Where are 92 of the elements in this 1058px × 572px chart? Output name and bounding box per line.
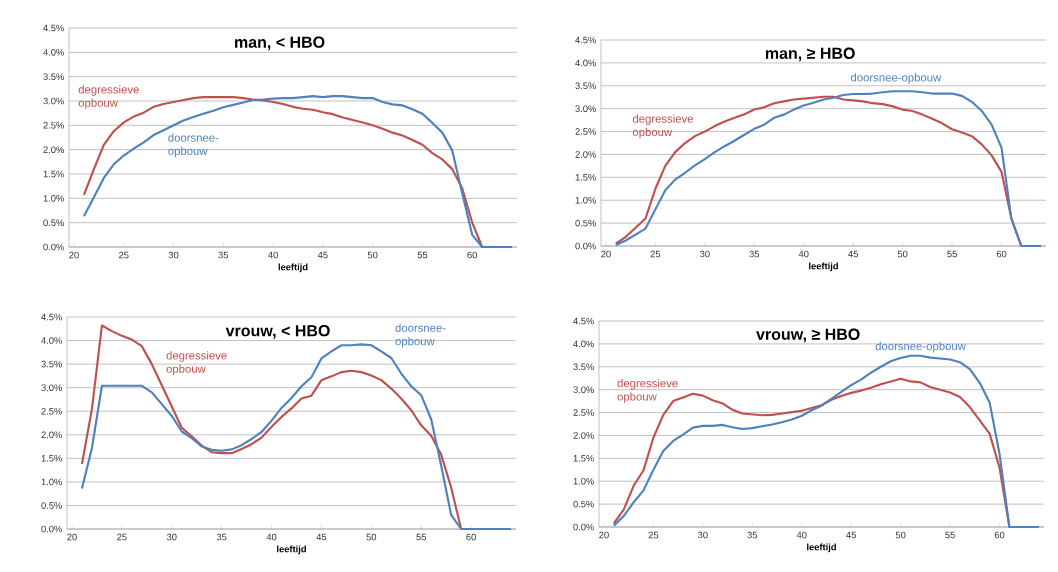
x-tick-label: 25	[117, 533, 127, 541]
y-tick-label: 2.0%	[43, 146, 64, 153]
x-tick-label: 55	[945, 531, 955, 539]
x-tick-label: 55	[947, 250, 957, 258]
y-tick-label: 3.5%	[575, 82, 596, 90]
series-label: degressieve opbouw	[166, 351, 227, 376]
series-label: degressieve opbouw	[617, 378, 678, 403]
y-tick-label: 0.0%	[41, 525, 62, 533]
y-tick-label: 3.5%	[573, 363, 594, 371]
x-axis-title: leeftijd	[807, 543, 836, 553]
y-tick-label: 1.5%	[41, 455, 62, 462]
y-tick-label: 0.5%	[41, 502, 62, 509]
x-tick-label: 20	[599, 531, 609, 539]
y-tick-label: 4.0%	[41, 337, 62, 344]
x-tick-label: 60	[994, 531, 1005, 539]
y-tick-label: 4.0%	[43, 49, 64, 56]
y-tick-label: 1.0%	[41, 478, 62, 486]
y-tick-label: 1.5%	[43, 170, 64, 178]
x-tick-label: 50	[367, 251, 378, 259]
x-tick-label: 40	[266, 533, 277, 541]
series-label: degressieve opbouw	[632, 114, 694, 139]
series-label: degressieve opbouw	[78, 85, 139, 110]
x-tick-label: 30	[698, 531, 708, 539]
x-tick-label: 45	[846, 531, 856, 539]
x-tick-label: 35	[749, 250, 760, 258]
y-tick-label: 2.0%	[573, 432, 594, 439]
y-tick-label: 1.0%	[573, 477, 594, 485]
chart-title: vrouw, ≥ HBO	[756, 328, 860, 343]
y-tick-label: 3.0%	[41, 384, 62, 391]
x-tick-label: 40	[798, 250, 809, 258]
y-tick-label: 3.0%	[573, 386, 594, 393]
y-tick-label: 2.5%	[43, 122, 64, 129]
y-tick-label: 3.5%	[43, 73, 64, 80]
x-tick-label: 20	[601, 250, 611, 258]
y-tick-label: 4.5%	[43, 24, 64, 32]
x-tick-label: 60	[996, 250, 1007, 258]
y-tick-label: 0.0%	[573, 523, 594, 531]
y-tick-label: 4.5%	[575, 36, 596, 44]
y-tick-label: 2.5%	[575, 128, 596, 135]
x-axis-title: leeftijd	[277, 545, 306, 555]
y-tick-label: 4.0%	[575, 59, 596, 67]
y-tick-label: 2.5%	[573, 409, 594, 416]
x-tick-label: 35	[747, 531, 758, 539]
y-tick-label: 0.0%	[43, 243, 64, 251]
y-tick-label: 2.0%	[575, 151, 596, 158]
x-tick-label: 50	[895, 531, 906, 539]
y-tick-label: 0.5%	[43, 219, 64, 226]
x-tick-label: 55	[416, 533, 426, 541]
x-tick-label: 50	[897, 250, 908, 258]
x-axis-title: leeftijd	[278, 263, 308, 273]
x-tick-label: 25	[650, 250, 661, 258]
x-tick-label: 45	[316, 533, 327, 541]
y-tick-label: 1.5%	[575, 174, 596, 181]
x-tick-label: 25	[648, 531, 659, 539]
x-tick-label: 20	[67, 533, 77, 541]
series-label: doorsnee-opbouw	[875, 341, 966, 353]
y-tick-label: 2.0%	[41, 431, 62, 439]
chart-title: vrouw, < HBO	[225, 325, 330, 339]
x-tick-label: 60	[467, 251, 478, 259]
x-tick-label: 25	[119, 251, 129, 259]
x-tick-label: 30	[166, 533, 177, 541]
x-tick-label: 35	[218, 251, 229, 259]
y-tick-label: 3.0%	[575, 105, 596, 112]
x-tick-label: 45	[848, 250, 858, 258]
x-tick-label: 30	[700, 250, 710, 258]
x-tick-label: 35	[216, 533, 227, 541]
x-tick-label: 60	[466, 533, 476, 541]
series-label: doorsnee-opbouw	[850, 73, 942, 84]
y-tick-label: 4.5%	[41, 313, 62, 321]
series-label: doorsnee-opbouw	[395, 323, 446, 348]
chart-title: man, < HBO	[235, 36, 325, 51]
y-tick-label: 1.0%	[43, 195, 64, 202]
x-axis-title: leeftijd	[809, 262, 838, 272]
y-tick-label: 4.0%	[573, 340, 594, 348]
y-tick-label: 2.5%	[41, 407, 62, 415]
y-tick-label: 0.0%	[575, 242, 596, 250]
y-tick-label: 3.0%	[43, 97, 64, 105]
y-tick-label: 0.5%	[575, 219, 596, 227]
x-tick-label: 50	[366, 533, 377, 541]
y-tick-label: 3.5%	[41, 360, 62, 368]
x-tick-label: 20	[69, 251, 79, 259]
x-tick-label: 30	[168, 251, 179, 259]
y-tick-label: 1.5%	[573, 455, 594, 462]
x-tick-label: 45	[317, 251, 328, 259]
chart-title: man, ≥ HBO	[765, 47, 855, 62]
series-label: doorsnee-opbouw	[168, 133, 219, 158]
y-tick-label: 0.5%	[573, 500, 594, 508]
x-tick-label: 55	[417, 251, 428, 259]
x-tick-label: 40	[796, 531, 807, 539]
x-tick-label: 40	[268, 251, 278, 259]
y-tick-label: 4.5%	[573, 317, 594, 325]
y-tick-label: 1.0%	[575, 196, 596, 204]
